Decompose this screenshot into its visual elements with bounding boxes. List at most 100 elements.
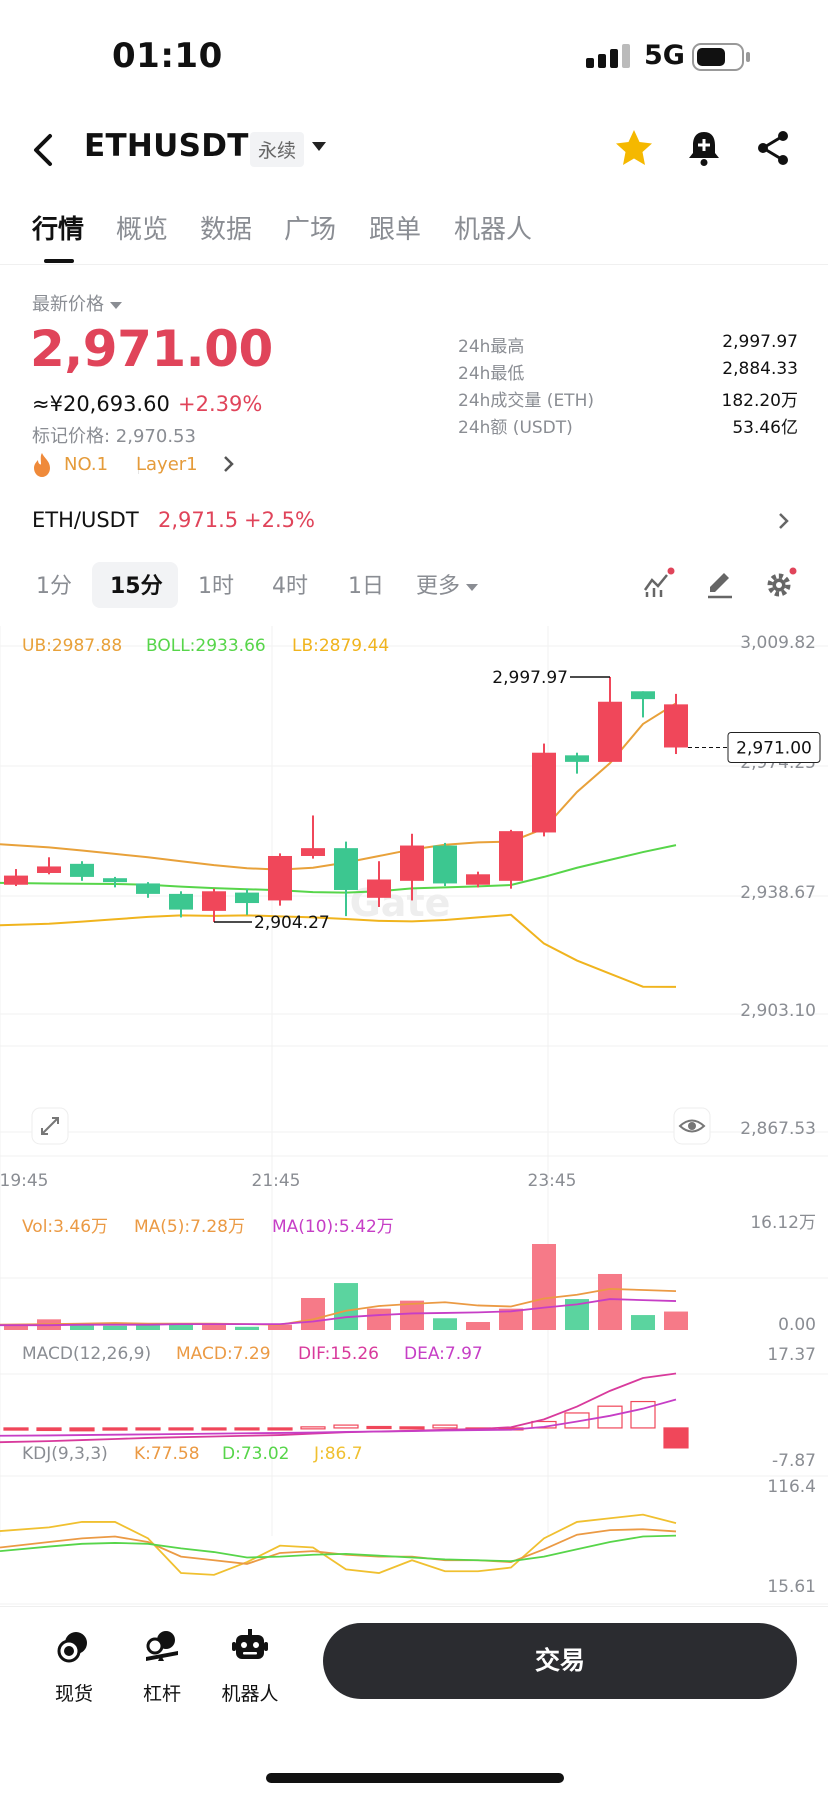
candle-body [631, 691, 655, 700]
legend-vol: Vol:3.46万 [22, 1217, 109, 1237]
volume-ma5-line [0, 1288, 677, 1326]
tab-square[interactable]: 广场 [284, 215, 337, 245]
candle-body [70, 863, 94, 877]
legend-kdj-name: KDJ(9,3,3) [22, 1444, 108, 1464]
volume-bar [70, 1324, 94, 1330]
candle-body [664, 704, 688, 748]
kline-chart[interactable]: Gate 3,009.82 2,974.25 2,938.67 2,903.10 2,86… [0, 626, 828, 1606]
last-price-tag-text: 2,971.00 [736, 738, 812, 758]
macd-histogram-bar [168, 1427, 194, 1431]
macd-axis-label: 17.37 [767, 1345, 816, 1365]
latest-price-selector[interactable]: 最新价格 [32, 290, 122, 316]
volume-bar [532, 1244, 556, 1330]
candle-body [532, 752, 556, 833]
pair-name: ETH/USDT [32, 508, 139, 532]
candle-body [103, 878, 127, 883]
candle-body [466, 874, 490, 885]
period-more-label: 更多 [416, 574, 461, 599]
tab-overview[interactable]: 概览 [116, 215, 169, 245]
volume-bar [268, 1324, 292, 1330]
period-more[interactable]: 更多 [416, 568, 479, 600]
spot-coins-icon [57, 1632, 87, 1663]
nav-bots[interactable]: 机器人 [210, 1627, 290, 1717]
period-1m[interactable]: 1分 [36, 574, 72, 599]
kdj-axis-label: 15.61 [767, 1577, 816, 1597]
indicator-icon[interactable] [640, 566, 676, 602]
legend-vol-ma5: MA(5):7.28万 [134, 1217, 245, 1237]
boll-upper-line [0, 702, 677, 871]
home-indicator[interactable] [266, 1773, 564, 1783]
tab-market[interactable]: 行情 [32, 215, 85, 245]
legend-d: D:73.02 [222, 1444, 290, 1464]
symbol-title[interactable]: ETHUSDT [84, 128, 249, 164]
legend-macd: MACD:7.29 [176, 1344, 271, 1364]
symbol-dropdown-icon[interactable] [312, 142, 326, 151]
candle-body [136, 883, 160, 894]
kdj-j-line [0, 1513, 677, 1576]
candle-body [301, 848, 325, 856]
time-axis-label: 21:45 [252, 1171, 301, 1191]
cny-price: ≈¥20,693.60 [32, 392, 170, 416]
macd-histogram-bar [663, 1427, 689, 1449]
macd-histogram-bar [102, 1427, 128, 1431]
volume-axis-label: 0.00 [778, 1315, 816, 1335]
volume-bar [466, 1321, 490, 1330]
settings-gear-icon[interactable] [762, 566, 798, 602]
spot-pair-row[interactable]: ETH/USDT 2,971.5 +2.5% [0, 500, 828, 542]
eye-pupil [688, 1122, 696, 1130]
stat-value: 2,997.97 [722, 332, 798, 352]
period-1d[interactable]: 1日 [348, 574, 384, 599]
last-price-tag [727, 731, 821, 763]
pair-change: +2.5% [244, 508, 315, 532]
candle-body [367, 879, 391, 898]
period-4h[interactable]: 4时 [272, 574, 308, 599]
stat-label: 24h最低 [458, 364, 525, 384]
price-change: +2.39% [178, 392, 263, 416]
candle-body [565, 755, 589, 762]
macd-histogram-bar [300, 1426, 326, 1430]
low-price-label: 2,904.27 [254, 913, 330, 933]
boll-lower-line [0, 913, 677, 988]
trade-button[interactable]: 交易 [323, 1623, 797, 1699]
nav-margin[interactable]: 杠杆 [122, 1627, 202, 1717]
high-price-label: 2,997.97 [492, 668, 568, 688]
macd-histogram-bar [36, 1427, 62, 1432]
star-favorite-icon[interactable] [612, 126, 656, 170]
chart-canvas[interactable]: Gate3,009.822,974.252,938.672,903.102,86… [0, 626, 828, 1606]
active-tab-indicator [44, 259, 74, 263]
alert-bell-icon[interactable] [682, 126, 726, 170]
volume-ma10-line [0, 1298, 677, 1327]
candle-body [235, 892, 259, 904]
sector-label: Layer1 [136, 454, 198, 475]
eye-outline [678, 1119, 706, 1133]
period-15m[interactable]: 15分 [110, 574, 163, 599]
tab-copy-trading[interactable]: 跟单 [369, 215, 422, 245]
nav-margin-label: 杠杆 [142, 1683, 181, 1705]
legend-lb: LB:2879.44 [292, 636, 390, 656]
volume-bar [433, 1318, 457, 1330]
draw-pen-icon[interactable] [702, 566, 738, 602]
tab-bots[interactable]: 机器人 [454, 215, 533, 245]
back-arrow-icon[interactable] [24, 130, 64, 170]
tab-data[interactable]: 数据 [200, 215, 253, 245]
contract-type-badge: 永续 [250, 132, 305, 167]
tab-bar: 行情 概览 数据 广场 跟单 机器人 [0, 205, 828, 265]
macd-histogram-bar [234, 1427, 260, 1431]
macd-histogram-bar [630, 1400, 656, 1429]
nav-spot[interactable]: 现货 [34, 1627, 114, 1717]
price-axis-label: 2,867.53 [740, 1119, 816, 1139]
volume-bar [334, 1283, 358, 1330]
legend-ub: UB:2987.88 [22, 636, 123, 656]
volume-bar [367, 1308, 391, 1330]
share-icon[interactable] [752, 126, 796, 170]
stat-label: 24h额 (USDT) [458, 418, 573, 438]
macd-histogram-bar [3, 1427, 29, 1431]
macd-histogram-bar [366, 1425, 392, 1430]
nav-bots-label: 机器人 [221, 1683, 279, 1705]
stat-value: 53.46亿 [732, 418, 798, 438]
candle-body [4, 875, 28, 885]
mark-price: 标记价格: 2,970.53 [32, 426, 196, 447]
volume-bar [4, 1325, 28, 1330]
period-1h[interactable]: 1时 [198, 574, 234, 599]
stat-row: 24h成交量 (ETH) 182.20万 [458, 386, 798, 413]
